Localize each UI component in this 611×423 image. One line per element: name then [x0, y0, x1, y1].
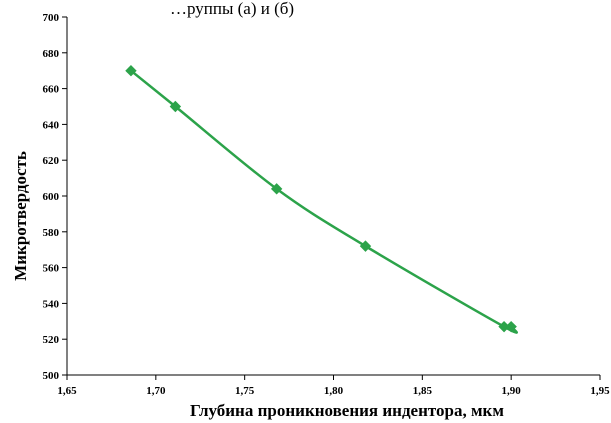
y-tick-label: 600	[43, 191, 60, 203]
x-tick-label: 1,75	[235, 385, 255, 397]
y-tick-label: 640	[43, 119, 60, 131]
x-axis-title: Глубина проникновения индентора, мкм	[190, 401, 504, 420]
y-tick-label: 680	[43, 48, 60, 60]
x-axis-ticks: 1,65 1,70 1,75 1,80 1,85 1,90 1,95	[57, 375, 610, 397]
data-point-diamond	[270, 183, 283, 195]
y-tick-label: 580	[43, 227, 60, 239]
y-tick-label: 560	[43, 263, 60, 275]
y-axis-title: Микротвердость	[11, 151, 30, 281]
chart-title-fragment: …руппы (а) и (б)	[170, 0, 294, 18]
x-tick-label: 1,80	[324, 385, 344, 397]
x-tick-label: 1,95	[590, 385, 610, 397]
data-point-diamond	[169, 100, 182, 113]
y-tick-label: 700	[43, 12, 60, 24]
x-tick-label: 1,70	[146, 385, 166, 397]
y-tick-label: 500	[43, 370, 60, 382]
x-tick-label: 1,90	[502, 385, 522, 397]
y-tick-label: 540	[43, 298, 60, 310]
x-tick-label: 1,65	[57, 385, 77, 397]
axes	[66, 17, 600, 376]
data-point-diamond	[505, 320, 517, 333]
series-line	[130, 69, 518, 334]
x-tick-label: 1,85	[413, 385, 433, 397]
data-point-diamond	[359, 240, 372, 252]
data-point-diamond	[125, 64, 137, 77]
series-markers	[125, 64, 517, 333]
y-axis-ticks: 500 520 540 560 580 600 620 640 660 680 700	[43, 12, 67, 382]
y-tick-label: 620	[43, 155, 60, 167]
y-tick-label: 660	[43, 84, 60, 96]
y-tick-label: 520	[43, 334, 60, 346]
